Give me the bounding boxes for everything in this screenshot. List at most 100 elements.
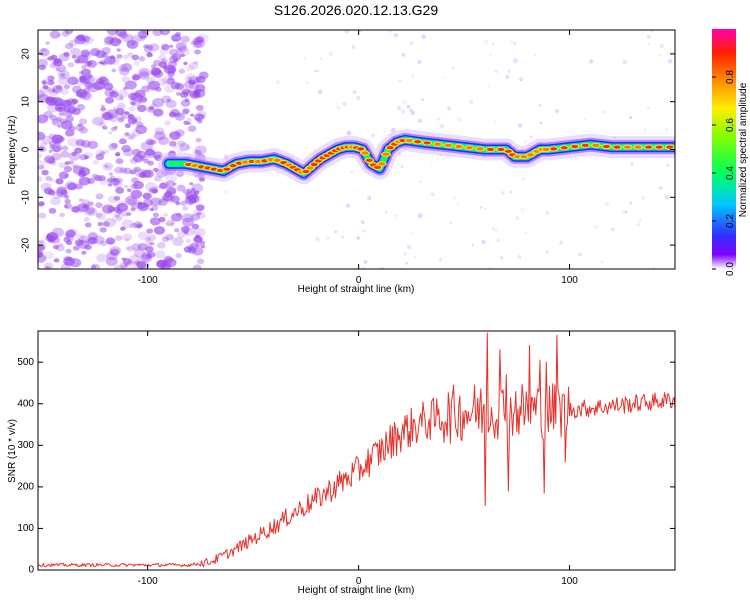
noise-blob bbox=[123, 184, 129, 189]
noise-blob bbox=[41, 79, 47, 84]
noise-blob bbox=[56, 116, 63, 122]
noise-blob bbox=[161, 95, 172, 103]
noise-speck bbox=[358, 30, 363, 33]
noise-blob bbox=[103, 82, 114, 91]
noise-blob bbox=[175, 201, 181, 206]
noise-blob bbox=[184, 231, 189, 235]
noise-blob bbox=[52, 145, 62, 153]
noise-blob bbox=[143, 44, 149, 49]
noise-blob bbox=[148, 186, 158, 194]
noise-speck bbox=[636, 222, 641, 227]
noise-speck bbox=[406, 104, 411, 109]
noise-speck bbox=[500, 191, 505, 195]
noise-blob bbox=[120, 111, 132, 120]
noise-blob bbox=[62, 99, 72, 107]
chart-title: S126.2026.020.12.13.G29 bbox=[274, 2, 438, 18]
noise-blob bbox=[38, 201, 45, 206]
noise-blob bbox=[119, 167, 128, 174]
noise-blob bbox=[99, 240, 108, 247]
noise-blob bbox=[139, 155, 147, 161]
noise-blob bbox=[124, 80, 137, 90]
noise-blob bbox=[164, 120, 171, 126]
noise-speck bbox=[447, 106, 452, 111]
noise-speck bbox=[643, 128, 647, 132]
frequency-ridge bbox=[157, 128, 675, 185]
noise-blob bbox=[199, 240, 206, 245]
noise-blob bbox=[41, 48, 46, 52]
noise-blob bbox=[195, 137, 202, 143]
noise-blob bbox=[68, 160, 74, 165]
noise-blob bbox=[65, 229, 76, 238]
ridge-core-red bbox=[624, 145, 632, 149]
noise-blob bbox=[180, 35, 190, 43]
noise-blob bbox=[124, 264, 129, 268]
noise-blob bbox=[195, 242, 202, 248]
noise-speck bbox=[545, 210, 550, 215]
noise-speck bbox=[436, 116, 441, 121]
noise-blob bbox=[67, 62, 75, 68]
noise-blob bbox=[150, 103, 157, 109]
noise-blob bbox=[80, 139, 91, 148]
noise-blob bbox=[140, 141, 153, 151]
noise-speck bbox=[604, 201, 610, 207]
noise-blob bbox=[93, 235, 105, 245]
ridge-core-red bbox=[229, 164, 237, 168]
noise-blob bbox=[128, 254, 141, 264]
noise-blob bbox=[45, 175, 52, 181]
noise-blob bbox=[121, 76, 130, 83]
noise-blob bbox=[130, 207, 136, 212]
noise-blob bbox=[177, 45, 188, 53]
noise-blob bbox=[157, 136, 170, 146]
noise-blob bbox=[129, 169, 136, 175]
noise-speck bbox=[539, 121, 543, 125]
noise-speck bbox=[560, 240, 563, 243]
noise-blob bbox=[90, 263, 100, 269]
noise-blob bbox=[192, 40, 203, 49]
noise-blob bbox=[122, 86, 128, 91]
noise-blob bbox=[132, 154, 144, 163]
spectrogram-y-ticks: 20 10 0 -10 -20 bbox=[21, 48, 675, 252]
noise-blob bbox=[167, 60, 177, 69]
noise-blob bbox=[55, 244, 65, 252]
colorbar-tick-label: 0.8 bbox=[725, 70, 736, 84]
noise-blob bbox=[151, 64, 156, 69]
noise-speck bbox=[554, 108, 560, 114]
noise-speck bbox=[317, 89, 323, 94]
noise-speck bbox=[521, 177, 525, 181]
noise-blob bbox=[46, 79, 55, 86]
noise-blob bbox=[73, 204, 85, 214]
noise-speck bbox=[512, 58, 518, 64]
noise-blob bbox=[100, 107, 107, 112]
noise-blob bbox=[114, 235, 123, 241]
noise-blob bbox=[131, 261, 143, 269]
noise-speck bbox=[603, 110, 606, 114]
noise-blob bbox=[106, 165, 111, 169]
noise-blob bbox=[106, 30, 119, 36]
noise-blob bbox=[81, 68, 91, 77]
noise-speck bbox=[593, 225, 598, 230]
noise-blob bbox=[38, 165, 45, 170]
noise-blob bbox=[184, 76, 193, 83]
noise-blob bbox=[159, 30, 170, 36]
noise-blob bbox=[115, 108, 125, 116]
noise-blob bbox=[38, 212, 47, 219]
noise-speck bbox=[350, 170, 354, 173]
noise-blob bbox=[122, 233, 133, 241]
noise-blob bbox=[81, 250, 87, 255]
noise-blob bbox=[141, 251, 152, 260]
noise-blob bbox=[175, 42, 187, 51]
noise-blob bbox=[71, 98, 79, 105]
noise-blob bbox=[63, 165, 73, 173]
noise-speck bbox=[652, 266, 655, 269]
noise-blob bbox=[51, 134, 63, 144]
noise-speck bbox=[305, 81, 309, 85]
noise-speck bbox=[611, 227, 615, 232]
noise-blob bbox=[48, 79, 55, 85]
noise-blob bbox=[104, 164, 109, 168]
noise-blob bbox=[166, 187, 177, 195]
noise-blob bbox=[87, 201, 94, 207]
noise-blob bbox=[146, 52, 153, 57]
noise-blob bbox=[81, 65, 87, 69]
noise-blob bbox=[101, 61, 108, 66]
y-tick-label: 400 bbox=[17, 398, 34, 409]
